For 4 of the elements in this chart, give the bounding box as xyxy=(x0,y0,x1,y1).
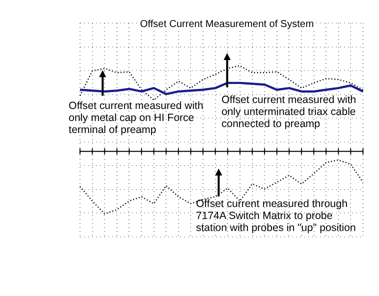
annotation: Offset current measured with only unterminated triax cable connected to preamp xyxy=(222,94,358,130)
annotation: Offset current measured through 7174A Switch Matrix to probe station with probes in "up" position xyxy=(196,198,357,234)
chart-title: Offset Current Measurement of System xyxy=(140,18,314,30)
annotation: Offset current measured with only metal cap on HI Force terminal of preamp xyxy=(68,100,204,136)
